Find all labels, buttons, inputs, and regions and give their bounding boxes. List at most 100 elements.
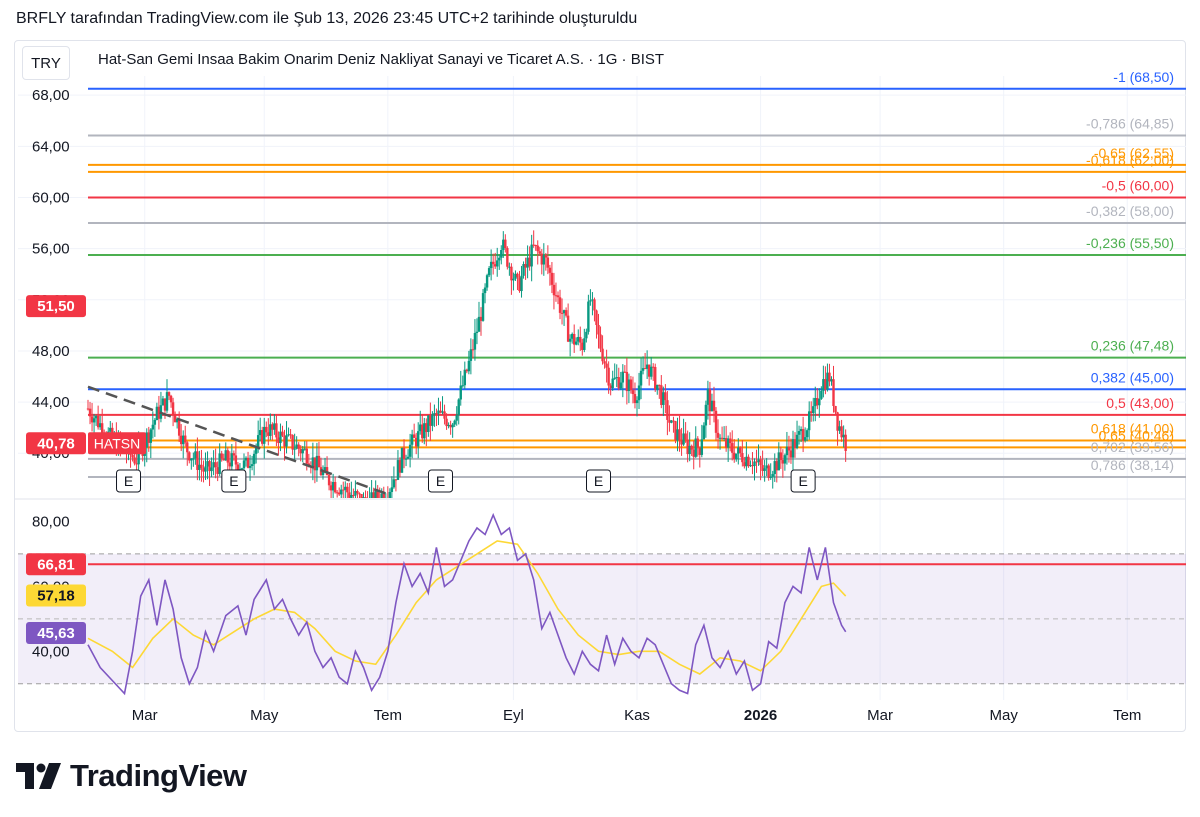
candle-body [526, 257, 529, 268]
candle-body [295, 444, 298, 449]
candle-body [131, 454, 134, 458]
fib-label: 0,65 (40,46) [1099, 427, 1175, 443]
candle-body [175, 418, 179, 423]
y-tick-label: 48,00 [32, 343, 70, 360]
candle-body [402, 447, 406, 459]
candle-body [208, 461, 211, 472]
candle-body [425, 423, 428, 432]
candle-body [443, 411, 446, 419]
candle-body [301, 449, 304, 454]
earnings-box [586, 469, 612, 493]
candle-body [633, 394, 637, 404]
candle-body [423, 423, 426, 439]
candle-body [457, 399, 460, 416]
candle-body [822, 379, 825, 391]
fib-labels: -1 (68,50)-0,786 (64,85)-0,65 (62,55)-0,… [1086, 69, 1174, 473]
candle-body [502, 239, 505, 251]
candle-body [449, 424, 452, 428]
candle-body [248, 465, 252, 468]
earnings-label: E [229, 473, 238, 489]
candle-body [710, 400, 714, 412]
candle-body [579, 336, 582, 343]
tradingview-logo[interactable]: TradingView [16, 758, 247, 794]
candle-body [700, 439, 704, 455]
candle-body [445, 418, 448, 427]
candle-body [556, 295, 560, 298]
candle-body [163, 398, 167, 411]
candle-body [350, 494, 353, 498]
candle-body [487, 268, 491, 276]
candle-body [188, 452, 191, 461]
x-tick-label: May [990, 707, 1019, 724]
candle-body [477, 316, 481, 332]
candle-body [731, 443, 734, 453]
candle-body [528, 257, 531, 267]
last-price-badge-bg [26, 432, 86, 455]
candle-body [680, 440, 683, 445]
candle-body [684, 433, 687, 440]
rsi-value-badge-bg [26, 584, 86, 607]
candle-body [702, 425, 706, 440]
last-price-badge: 40,78 [26, 432, 86, 455]
candle-body [593, 299, 596, 311]
candle-body [242, 460, 246, 469]
candle-body [587, 301, 590, 332]
candle-body [692, 449, 695, 457]
candle-body [532, 244, 535, 246]
candle-body [335, 492, 339, 494]
candle-body [844, 434, 847, 451]
x-tick-label: Kas [624, 707, 650, 724]
candle-body [289, 434, 292, 436]
candle-body [581, 342, 584, 350]
candle-body [785, 446, 789, 456]
candle-body [834, 405, 837, 413]
candle-body [803, 437, 807, 441]
candle-body [94, 415, 98, 419]
candle-body [757, 459, 760, 463]
candle-body [390, 487, 394, 492]
candle-body [631, 390, 635, 395]
candle-body [453, 420, 456, 425]
candle-body [226, 450, 229, 463]
candle-body [801, 429, 805, 441]
fib-label: -0,65 (62,55) [1094, 145, 1174, 161]
candle-body [643, 368, 647, 370]
candle-body [745, 456, 748, 467]
candle-body [489, 261, 493, 269]
candle-body [797, 431, 801, 435]
candle-body [696, 438, 699, 448]
x-tick-label: Tem [1113, 707, 1141, 724]
brand-name: TradingView [70, 758, 247, 793]
currency-button[interactable]: TRY [22, 46, 70, 80]
candle-body [261, 430, 264, 444]
candle-body [342, 489, 345, 491]
candle-body [496, 260, 499, 267]
candle-body [236, 464, 240, 472]
earnings-box [221, 469, 247, 493]
earnings-label: E [798, 473, 807, 489]
candle-body [346, 486, 349, 493]
candle-body [530, 244, 533, 267]
rsi-value-badge-text: 45,63 [37, 625, 75, 642]
candle-body [471, 349, 475, 351]
candle-body [275, 423, 278, 438]
candle-body [315, 455, 319, 471]
candle-body [200, 464, 203, 469]
candle-body [769, 476, 772, 478]
candle-body [512, 278, 515, 281]
candle-body [601, 348, 604, 362]
candle-body [285, 435, 288, 447]
candle-body [599, 334, 602, 349]
candle-body [481, 293, 485, 321]
candle-body [743, 462, 746, 467]
candle-body [100, 423, 104, 437]
fib-label: -0,5 (60,00) [1102, 177, 1174, 193]
last-price-badge-text: 40,78 [37, 435, 75, 452]
rsi-value-badge-text: 57,18 [37, 588, 75, 605]
candle-body [370, 492, 373, 498]
candle-body [252, 453, 256, 465]
candle-body [722, 438, 726, 440]
candle-body [186, 442, 189, 453]
candle-body [277, 437, 280, 444]
